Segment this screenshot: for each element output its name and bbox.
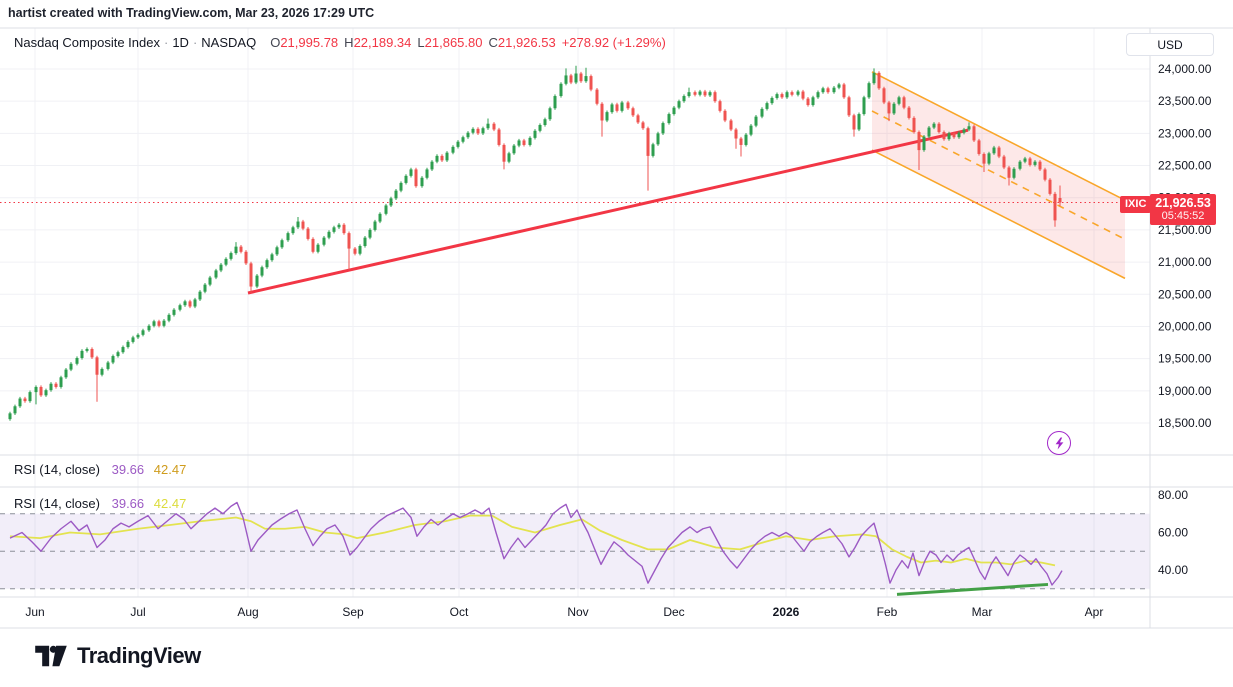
tradingview-logo[interactable]: TradingView bbox=[34, 643, 201, 669]
instant-trading-button[interactable] bbox=[1047, 431, 1071, 455]
svg-text:21,000.00: 21,000.00 bbox=[1158, 255, 1212, 269]
legend-separator: · bbox=[192, 35, 198, 50]
svg-text:Sep: Sep bbox=[342, 605, 364, 619]
rsi-value: 39.66 bbox=[111, 496, 145, 511]
currency-button[interactable]: USD bbox=[1126, 33, 1214, 56]
ohlc-values: O21,995.78 H22,189.34 L21,865.80 C21,926.53… bbox=[264, 35, 666, 50]
low-label: L bbox=[417, 35, 425, 50]
symbol-legend[interactable]: Nasdaq Composite Index · 1D · NASDAQ O21,995.… bbox=[14, 35, 666, 50]
symbol-title[interactable]: Nasdaq Composite Index bbox=[14, 35, 160, 50]
svg-text:Nov: Nov bbox=[567, 605, 588, 619]
high-label: H bbox=[344, 35, 354, 50]
lightning-icon bbox=[1055, 437, 1063, 449]
rsi-ma-value: 42.47 bbox=[153, 462, 187, 477]
attribution-text: hartist created with TradingView.com, Ma… bbox=[8, 6, 375, 20]
svg-text:Dec: Dec bbox=[663, 605, 684, 619]
svg-text:23,000.00: 23,000.00 bbox=[1158, 126, 1212, 140]
svg-text:20,000.00: 20,000.00 bbox=[1158, 319, 1212, 333]
svg-text:Mar: Mar bbox=[972, 605, 993, 619]
svg-text:23,500.00: 23,500.00 bbox=[1158, 94, 1212, 108]
low-value: 21,865.80 bbox=[424, 35, 483, 50]
svg-text:Jul: Jul bbox=[130, 605, 145, 619]
svg-text:18,500.00: 18,500.00 bbox=[1158, 416, 1212, 430]
last-price-label: 21,926.53 05:45:52 bbox=[1150, 194, 1216, 225]
svg-text:21,500.00: 21,500.00 bbox=[1158, 223, 1212, 237]
high-value: 22,189.34 bbox=[353, 35, 412, 50]
svg-text:Oct: Oct bbox=[450, 605, 469, 619]
close-label: C bbox=[488, 35, 498, 50]
svg-text:80.00: 80.00 bbox=[1158, 488, 1188, 502]
rsi-value: 39.66 bbox=[111, 462, 145, 477]
svg-text:60.00: 60.00 bbox=[1158, 526, 1188, 540]
svg-text:20,500.00: 20,500.00 bbox=[1158, 287, 1212, 301]
rsi-indicator-name[interactable]: RSI (14, close) bbox=[14, 496, 100, 511]
rsi-legend[interactable]: RSI (14, close) 39.66 42.47 bbox=[14, 496, 186, 511]
svg-text:22,500.00: 22,500.00 bbox=[1158, 159, 1212, 173]
tradingview-logo-icon bbox=[35, 645, 67, 667]
bar-countdown: 05:45:52 bbox=[1161, 210, 1205, 222]
svg-text:Jun: Jun bbox=[25, 605, 44, 619]
svg-text:Feb: Feb bbox=[877, 605, 898, 619]
rsi-ma-value: 42.47 bbox=[153, 496, 187, 511]
rsi-legend-collapsed[interactable]: RSI (14, close) 39.66 42.47 bbox=[14, 462, 186, 477]
tradingview-logo-text: TradingView bbox=[77, 643, 201, 668]
symbol-price-tag: IXIC bbox=[1120, 196, 1152, 213]
svg-text:24,000.00: 24,000.00 bbox=[1158, 62, 1212, 76]
open-label: O bbox=[270, 35, 281, 50]
svg-text:40.00: 40.00 bbox=[1158, 563, 1188, 577]
svg-text:19,500.00: 19,500.00 bbox=[1158, 352, 1212, 366]
svg-text:Apr: Apr bbox=[1085, 605, 1104, 619]
interval-label[interactable]: 1D bbox=[172, 35, 189, 50]
open-value: 21,995.78 bbox=[280, 35, 339, 50]
legend-separator: · bbox=[163, 35, 169, 50]
exchange-label: NASDAQ bbox=[201, 35, 257, 50]
last-price-value: 21,926.53 bbox=[1155, 196, 1211, 210]
change-value: +278.92 (+1.29%) bbox=[561, 35, 666, 50]
svg-text:2026: 2026 bbox=[773, 605, 800, 619]
rsi-indicator-name[interactable]: RSI (14, close) bbox=[14, 462, 100, 477]
svg-text:Aug: Aug bbox=[237, 605, 258, 619]
svg-text:19,000.00: 19,000.00 bbox=[1158, 384, 1212, 398]
close-value: 21,926.53 bbox=[497, 35, 556, 50]
